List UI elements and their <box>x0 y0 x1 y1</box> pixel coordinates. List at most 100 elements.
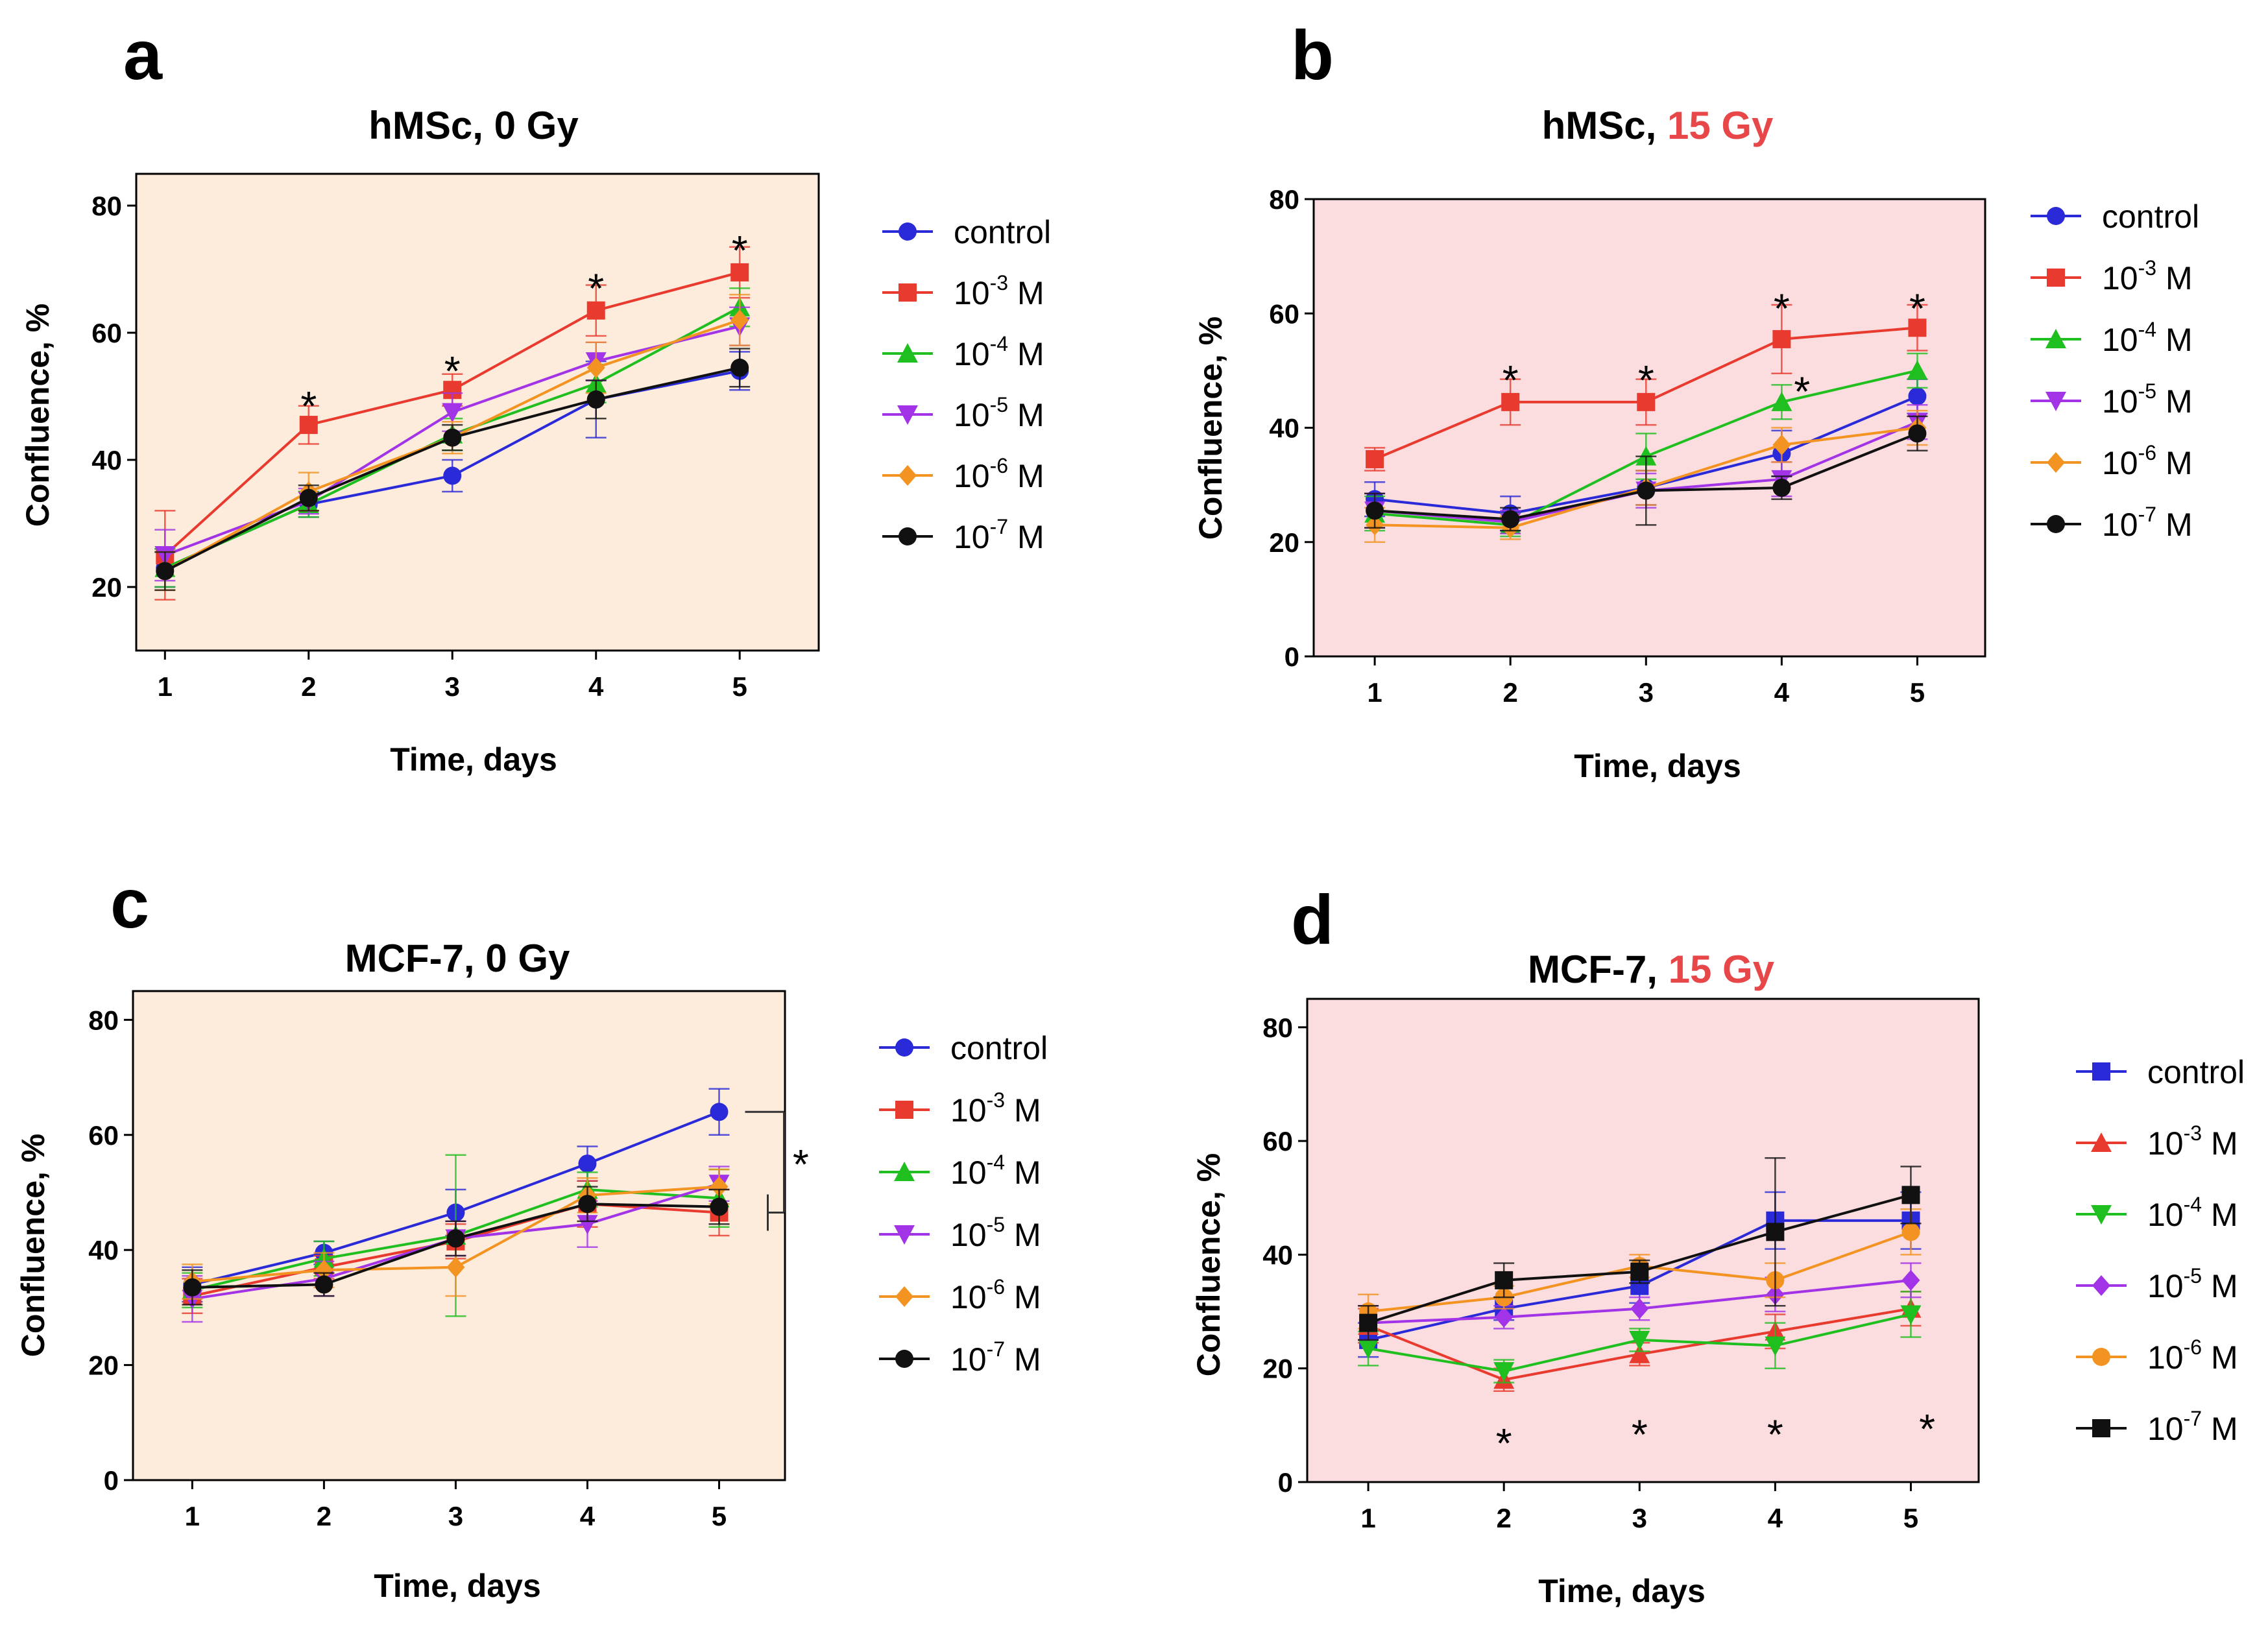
legend-label-unit: M <box>1005 1155 1041 1191</box>
data-point <box>1495 1271 1514 1289</box>
legend-label-exponent: -3 <box>2184 1121 2202 1145</box>
x-tick-label: 2 <box>1497 1503 1512 1533</box>
legend-label: 10-6 M <box>950 1275 1041 1315</box>
data-point <box>1637 481 1656 500</box>
y-tick-label: 80 <box>91 191 122 221</box>
series-10e-7 <box>1364 415 1928 532</box>
legend-label-base: 10 <box>954 397 990 433</box>
x-tick-label: 2 <box>301 671 316 702</box>
y-axis-label: Confluence, % <box>19 304 56 527</box>
x-tick-label: 2 <box>317 1501 332 1531</box>
data-point <box>1358 1339 1379 1359</box>
legend-marker <box>2092 1419 2110 1437</box>
series-10e-3 <box>1364 304 1928 472</box>
legend-label-base: 10 <box>2147 1268 2184 1304</box>
legend-item: 10-7 M <box>2031 503 2193 543</box>
legend-label: 10-5 M <box>2147 1264 2238 1304</box>
data-point <box>446 1229 465 1248</box>
significance-bracket <box>745 1110 785 1231</box>
legend-item: 10-3 M <box>882 271 1044 311</box>
legend-label-unit: M <box>2202 1125 2238 1162</box>
legend-marker <box>2092 1062 2110 1081</box>
legend-item: control <box>882 214 1051 250</box>
data-point <box>586 301 605 320</box>
plot-background <box>1306 998 1980 1483</box>
legend-item: 10-5 M <box>2031 379 2193 420</box>
y-tick-label: 40 <box>1262 1239 1293 1270</box>
significance-asterisk: * <box>732 227 748 274</box>
legend-marker <box>2091 1132 2112 1152</box>
data-point <box>578 1195 597 1214</box>
legend-label: 10-3 M <box>950 1088 1041 1129</box>
legend-label-unit: M <box>2202 1197 2238 1233</box>
legend-label-base: 10 <box>2147 1411 2184 1447</box>
significance-asterisk: * <box>444 348 461 394</box>
x-tick-label: 4 <box>588 671 604 702</box>
legend-item: 10-6 M <box>882 454 1044 494</box>
series-10e-7 <box>1358 1157 1922 1341</box>
x-tick-label: 5 <box>712 1501 727 1531</box>
legend-marker <box>895 1350 913 1368</box>
x-tick-label: 5 <box>732 671 747 702</box>
y-tick-label: 40 <box>1269 413 1299 444</box>
plot-area-a: 20 40 60 80 1 2 3 4 5 * * * * <box>91 173 820 702</box>
legend-label-exponent: -6 <box>2184 1335 2202 1359</box>
legend-marker <box>2092 1348 2110 1366</box>
y-tick-label: 40 <box>88 1235 119 1265</box>
series-10e-7 <box>154 348 751 592</box>
data-point <box>1493 1362 1515 1382</box>
data-point <box>442 403 463 423</box>
significance-asterisk: * <box>1632 1411 1648 1458</box>
legend-label-unit: M <box>1008 336 1044 372</box>
legend-label-unit: M <box>2156 322 2193 358</box>
data-point <box>1630 1298 1649 1319</box>
panel-letter-c: c <box>110 864 149 942</box>
legend-label-exponent: -5 <box>987 1213 1005 1236</box>
x-tick-label: 2 <box>1503 677 1518 708</box>
x-axis-label: Time, days <box>390 741 557 778</box>
data-point <box>1359 1313 1378 1332</box>
legend-label-exponent: -6 <box>2138 441 2156 464</box>
data-point <box>710 1197 729 1216</box>
x-tick-label: 3 <box>1632 1503 1647 1533</box>
legend-label: 10-4 M <box>950 1151 1041 1191</box>
y-tick-label: 20 <box>1262 1354 1293 1384</box>
x-tick-label: 3 <box>1639 677 1654 708</box>
legend-marker <box>897 343 918 363</box>
legend-marker <box>2045 392 2066 411</box>
legend-label-base: 10 <box>950 1217 987 1253</box>
legend-marker <box>2047 207 2065 225</box>
legend-label: 10-4 M <box>2147 1193 2238 1233</box>
x-tick-label: 3 <box>448 1501 463 1531</box>
legend-item: 10-6 M <box>879 1275 1041 1315</box>
legend-label-unit: M <box>2202 1268 2238 1304</box>
legend-label-base: 10 <box>2147 1339 2184 1376</box>
legend-marker <box>2091 1205 2112 1225</box>
legend-label: 10-6 M <box>954 454 1044 494</box>
legend-label: 10-5 M <box>2102 379 2193 420</box>
x-tick-label: 1 <box>185 1501 200 1531</box>
legend-label: 10-5 M <box>950 1213 1041 1253</box>
legend-label: 10-7 M <box>2102 503 2193 543</box>
legend-item: 10-4 M <box>2031 318 2193 358</box>
legend-label-exponent: -5 <box>990 393 1008 416</box>
data-point <box>1765 1336 1786 1356</box>
x-axis-label: Time, days <box>374 1568 541 1604</box>
legend-item: 10-6 M <box>2031 441 2193 481</box>
x-tick-label: 1 <box>1360 1503 1375 1533</box>
significance-asterisk: * <box>793 1141 809 1188</box>
legend-marker <box>899 465 917 486</box>
data-point <box>1495 1306 1514 1328</box>
legend-item: 10-3 M <box>2076 1121 2238 1162</box>
significance-asterisk: * <box>1794 368 1810 414</box>
data-point <box>1630 1262 1649 1281</box>
significance-asterisk: * <box>588 265 604 312</box>
legend-label-base: 10 <box>950 1155 987 1191</box>
legend-item: 10-4 M <box>879 1151 1041 1191</box>
y-tick-label: 0 <box>1285 641 1299 672</box>
legend-marker <box>2092 1275 2110 1296</box>
legend-label-unit: M <box>1008 519 1044 555</box>
